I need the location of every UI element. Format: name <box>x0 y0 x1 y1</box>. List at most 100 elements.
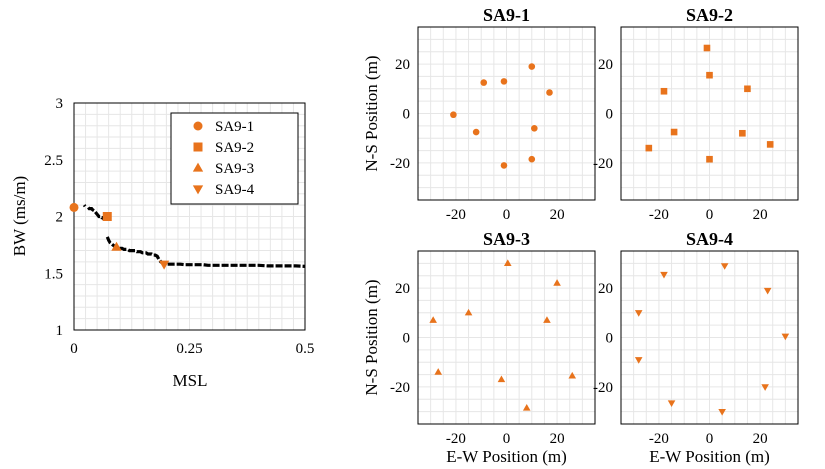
data-point <box>543 316 551 323</box>
data-point <box>503 259 512 266</box>
data-point <box>706 71 713 79</box>
y-tick-label: 20 <box>598 57 613 73</box>
data-point <box>667 400 676 407</box>
data-point <box>568 371 577 379</box>
data-point <box>670 128 678 136</box>
y-tick-label: 0 <box>606 107 614 123</box>
y-tick-label: 0 <box>403 331 411 347</box>
data-point <box>553 279 561 286</box>
plot-frame <box>620 250 799 425</box>
data-point <box>480 79 488 86</box>
panel-title: SA9-2 <box>686 5 733 25</box>
data-point <box>500 162 508 169</box>
main-x-tick-label: 0 <box>70 341 78 357</box>
data-point <box>645 144 653 152</box>
data-point <box>429 316 437 323</box>
marker-sa9-4 <box>158 260 170 270</box>
scatter-panel-sa9-2: -20 0 20 -20 0 20 SA9-2 <box>593 5 799 223</box>
legend-marker-sa9-2 <box>193 142 203 152</box>
data-point <box>718 409 726 416</box>
x-tick-label: -20 <box>649 207 669 223</box>
main-plot-frame <box>73 102 306 331</box>
panel-title: SA9-1 <box>483 5 530 25</box>
main-y-axis-label: BW (ms/m) <box>10 176 29 256</box>
y-axis-label: N-S Position (m) <box>362 279 381 395</box>
x-tick-label: -20 <box>649 431 669 447</box>
data-point <box>522 403 531 411</box>
y-tick-label: 20 <box>395 281 410 297</box>
x-tick-label: 0 <box>706 431 714 447</box>
y-tick-label: -20 <box>593 156 613 172</box>
data-point <box>720 263 729 270</box>
scatter-panel-sa9-1: -20 0 20 -20 0 20 SA9-1 N-S Position (m) <box>362 5 596 223</box>
legend-marker-sa9-4 <box>192 185 204 195</box>
y-tick-label: 20 <box>598 281 613 297</box>
x-tick-label: -20 <box>446 207 466 223</box>
y-tick-label: -20 <box>390 156 410 172</box>
x-tick-label: 0 <box>503 431 511 447</box>
data-point <box>464 308 473 316</box>
data-point <box>528 155 536 163</box>
x-tick-label: 20 <box>550 431 565 447</box>
marker-sa9-2 <box>102 212 112 221</box>
x-axis-label: E-W Position (m) <box>649 447 770 466</box>
marker-sa9-3 <box>111 241 122 251</box>
data-point <box>546 89 553 96</box>
y-axis-label: N-S Position (m) <box>362 55 381 171</box>
data-point <box>497 375 506 383</box>
y-tick-label: 0 <box>606 331 614 347</box>
data-point <box>739 129 746 137</box>
bw-curve-line <box>82 204 306 268</box>
data-point <box>744 85 751 93</box>
x-tick-label: -20 <box>446 431 466 447</box>
plot-frame <box>417 26 596 201</box>
data-point <box>706 155 713 163</box>
main-x-axis-label: MSL <box>173 371 208 390</box>
x-tick-label: 20 <box>753 207 768 223</box>
data-point <box>766 141 774 148</box>
data-point <box>528 63 536 70</box>
plot-frame <box>620 26 799 201</box>
y-tick-label: -20 <box>593 380 613 396</box>
data-point <box>703 44 711 52</box>
legend-entry-sa9-2: SA9-2 <box>215 140 254 156</box>
main-ticks: 0 0.25 0.5 1 1.5 2 2.5 3 <box>44 96 314 357</box>
y-tick-label: 20 <box>395 57 410 73</box>
legend-entry-sa9-3: SA9-3 <box>215 161 254 177</box>
data-point <box>781 333 790 341</box>
data-point <box>634 310 643 317</box>
legend-marker-sa9-3 <box>192 162 204 172</box>
main-x-tick-label: 0.5 <box>296 341 315 357</box>
panel-title: SA9-3 <box>483 229 530 249</box>
data-point <box>500 78 508 85</box>
x-axis-label: E-W Position (m) <box>446 447 567 466</box>
main-y-tick-label: 1.5 <box>44 266 63 282</box>
main-y-tick-label: 2.5 <box>44 153 63 169</box>
data-point <box>450 111 457 119</box>
scatter-panel-sa9-3: -20 0 20 -20 0 20 SA9-3 N-S Position (m) E-W Pos… <box>362 229 596 466</box>
data-point <box>434 368 443 375</box>
x-tick-label: 0 <box>706 207 714 223</box>
data-point <box>660 87 668 95</box>
scatter-panel-sa9-4: -20 0 20 -20 0 20 SA9-4 E-W Position (m) <box>593 229 799 466</box>
y-tick-label: 0 <box>403 107 411 123</box>
legend-box <box>170 112 299 205</box>
marker-sa9-1 <box>69 202 79 212</box>
bw-msl-chart: 0 0.25 0.5 1 1.5 2 2.5 3 MSL BW (ms/m) SA9-1 SA9… <box>10 96 314 390</box>
main-x-tick-label: 0.25 <box>176 341 202 357</box>
main-markers <box>69 202 170 270</box>
data-point <box>763 287 772 295</box>
x-tick-label: 20 <box>550 207 565 223</box>
main-y-tick-label: 3 <box>56 96 64 112</box>
legend: SA9-1 SA9-2 SA9-3 SA9-4 <box>170 112 299 205</box>
plot-frame <box>417 250 596 425</box>
y-tick-label: -20 <box>390 380 410 396</box>
main-y-tick-label: 2 <box>56 210 64 226</box>
legend-entry-sa9-1: SA9-1 <box>215 119 254 135</box>
bw-curve <box>82 204 306 268</box>
data-point <box>634 357 643 364</box>
main-y-tick-label: 1 <box>56 323 64 339</box>
data-point <box>660 271 668 279</box>
legend-marker-sa9-1 <box>193 121 203 131</box>
